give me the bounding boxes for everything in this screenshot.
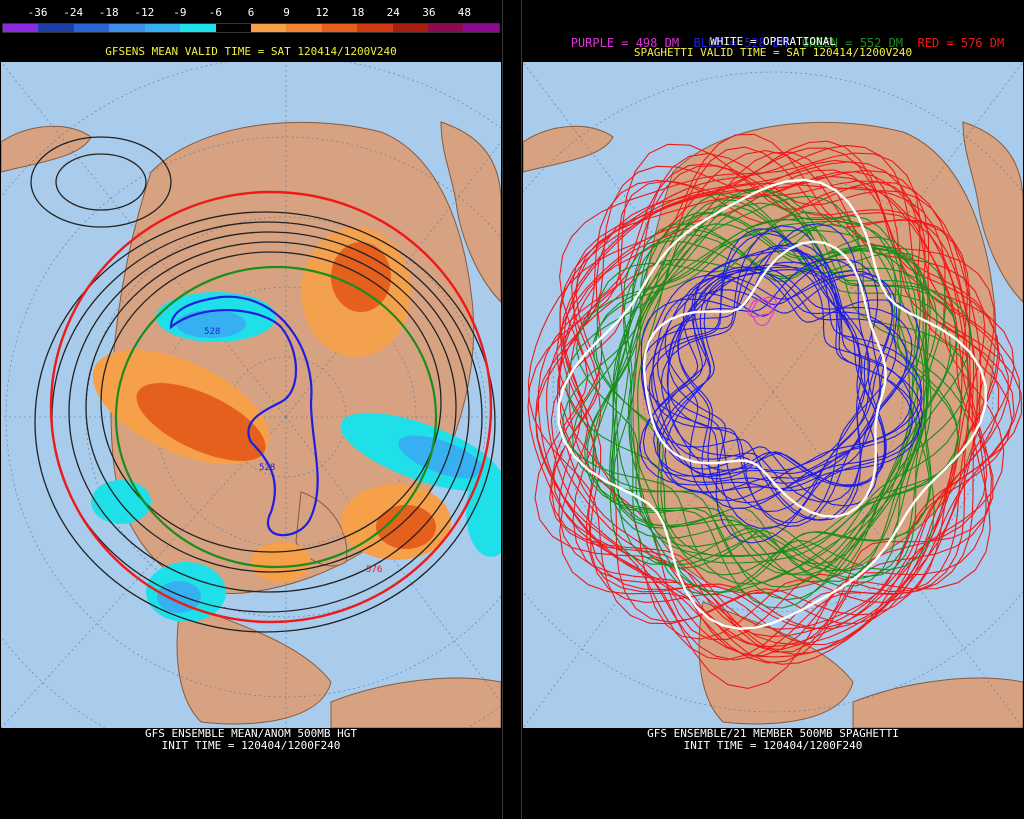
spaghetti-white-operational bbox=[557, 178, 987, 631]
mean-valid-time: GFSENS MEAN VALID TIME = SAT 120414/1200… bbox=[105, 45, 397, 58]
scale-swatch bbox=[38, 24, 74, 32]
spaghetti-contour bbox=[677, 272, 908, 509]
spaghetti-contour bbox=[652, 243, 863, 503]
scale-label: 48 bbox=[457, 6, 472, 19]
legend-blue: BLUE = 528 DM bbox=[693, 36, 788, 50]
spaghetti-contour bbox=[747, 296, 777, 318]
spaghetti-contour bbox=[664, 247, 923, 494]
positive-anomalies bbox=[92, 227, 451, 582]
anomaly-color-scale: -36 -24 -18 -12 -9 -6 6 9 12 18 24 36 48 bbox=[2, 6, 500, 36]
spaghetti-footer-title: GFS ENSEMBLE/21 MEMBER 500MB SPAGHETTI bbox=[647, 727, 899, 740]
spaghetti-contour bbox=[653, 250, 923, 478]
scale-swatch bbox=[357, 24, 393, 32]
spaghetti-contour bbox=[556, 169, 1015, 630]
scale-swatch bbox=[215, 24, 251, 32]
scale-label: -6 bbox=[208, 6, 223, 19]
scale-label: 9 bbox=[283, 6, 290, 19]
spaghetti-contour bbox=[610, 192, 929, 583]
spaghetti-contour bbox=[642, 264, 912, 477]
spaghetti-contour bbox=[750, 298, 774, 326]
scale-swatch bbox=[144, 24, 181, 32]
spaghetti-contour bbox=[527, 143, 991, 689]
scale-swatch bbox=[3, 24, 39, 32]
spaghetti-map bbox=[523, 62, 1023, 728]
spaghetti-contour bbox=[609, 211, 931, 572]
spaghetti-valid-time: SPAGHETTI VALID TIME = SAT 120414/1200V2… bbox=[633, 46, 913, 59]
scale-swatch bbox=[73, 24, 110, 32]
spaghetti-contour bbox=[627, 228, 929, 578]
negative-anomalies bbox=[91, 292, 501, 622]
legend-red: RED = 576 DM bbox=[917, 36, 1005, 50]
spaghetti-contour bbox=[656, 274, 893, 512]
panel-divider bbox=[502, 0, 522, 819]
spaghetti-contour bbox=[557, 178, 987, 631]
scale-label: -12 bbox=[134, 6, 155, 19]
spaghetti-contour bbox=[651, 259, 879, 524]
spaghetti-color-legend: PURPLE = 498 DM BLUE = 528 DM GREEN = 55… bbox=[522, 22, 1024, 64]
contour-528 bbox=[169, 295, 319, 537]
legend-purple: PURPLE = 498 DM bbox=[570, 36, 680, 50]
scale-swatch bbox=[321, 24, 358, 32]
spaghetti-contour bbox=[667, 269, 920, 544]
scale-label: 24 bbox=[386, 6, 400, 19]
spaghetti-contour bbox=[596, 211, 930, 593]
spaghetti-contour bbox=[640, 223, 871, 521]
spaghetti-footer-init-time: INIT TIME = 120404/1200F240 bbox=[683, 739, 863, 752]
spaghetti-contour bbox=[664, 266, 897, 502]
scale-label: -36 bbox=[27, 6, 48, 19]
spaghetti-contour bbox=[556, 152, 987, 657]
spaghetti-contour bbox=[534, 152, 1015, 648]
spaghetti-contour bbox=[637, 223, 928, 572]
spaghetti-contour bbox=[660, 244, 887, 487]
scale-label: 18 bbox=[351, 6, 365, 19]
scale-label: -9 bbox=[173, 6, 187, 19]
contour-label-528-b: 528 bbox=[259, 463, 275, 473]
scale-swatch bbox=[428, 24, 464, 32]
scale-label: -24 bbox=[63, 6, 84, 19]
contour-552 bbox=[114, 265, 438, 569]
mean-footer-init-time: INIT TIME = 120404/1200F240 bbox=[161, 739, 341, 752]
scale-label: -18 bbox=[98, 6, 119, 19]
scale-labels: -36 -24 -18 -12 -9 -6 6 9 12 18 24 36 48 bbox=[2, 6, 500, 20]
scale-label: 12 bbox=[315, 6, 329, 19]
spaghetti-purple-498 bbox=[747, 296, 777, 326]
ensemble-mean-panel: -36 -24 -18 -12 -9 -6 6 9 12 18 24 36 48 GFSENS MEAN… bbox=[0, 0, 502, 819]
scale-label: 36 bbox=[422, 6, 436, 19]
spaghetti-contour bbox=[591, 205, 938, 576]
spaghetti-contour bbox=[552, 182, 1005, 658]
spaghetti-contour bbox=[640, 225, 879, 507]
legend-white: WHITE = OPERATIONAL bbox=[710, 35, 836, 48]
scale-swatch bbox=[392, 24, 429, 32]
contour-label-576: 576 bbox=[366, 565, 382, 575]
scale-swatch bbox=[180, 24, 216, 32]
legend-green: GREEN = 552 DM bbox=[801, 36, 904, 50]
scale-color-bar bbox=[2, 23, 500, 33]
mean-anomaly-map: 528 528 576 bbox=[1, 62, 501, 728]
contour-576 bbox=[49, 190, 493, 624]
scale-swatch bbox=[250, 24, 287, 32]
spaghetti-contour bbox=[643, 240, 887, 518]
spaghetti-contour bbox=[546, 165, 978, 661]
mean-footer-title: GFS ENSEMBLE MEAN/ANOM 500MB HGT bbox=[145, 727, 357, 740]
contour-label-528-a: 528 bbox=[204, 327, 220, 337]
scale-swatch bbox=[463, 24, 499, 32]
scale-swatch bbox=[286, 24, 322, 32]
scale-label: 6 bbox=[247, 6, 255, 19]
spaghetti-panel: PURPLE = 498 DM BLUE = 528 DM GREEN = 55… bbox=[522, 0, 1024, 819]
spaghetti-contour bbox=[592, 220, 970, 558]
scale-swatch bbox=[109, 24, 145, 32]
